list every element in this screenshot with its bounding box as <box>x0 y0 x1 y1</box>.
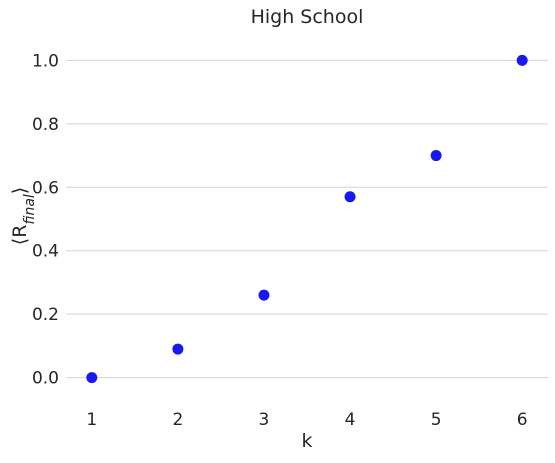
y-tick-label: 1.0 <box>32 51 59 71</box>
x-tick-label: 5 <box>431 410 442 430</box>
y-tick-label: 0.4 <box>32 242 59 262</box>
y-axis-label-subscript: final <box>22 194 38 224</box>
x-tick-label: 1 <box>86 410 97 430</box>
grid <box>66 59 548 379</box>
y-axis-label-close: ⟩ <box>9 187 31 194</box>
data-point <box>258 289 270 301</box>
y-tick-label: 0.2 <box>32 305 59 325</box>
chart-title: High School <box>251 6 364 28</box>
x-tick-labels: 1 2 3 4 5 6 <box>86 410 527 430</box>
x-tick-label: 4 <box>345 410 356 430</box>
x-tick-label: 6 <box>517 410 528 430</box>
x-axis-label: k <box>301 430 312 452</box>
y-tick-labels: 0.0 0.2 0.4 0.6 0.8 1.0 <box>32 51 59 388</box>
y-tick-label: 0.6 <box>32 178 59 198</box>
data-point <box>516 54 528 66</box>
data-point <box>86 372 98 384</box>
y-axis-label-main: ⟨R <box>9 225 31 246</box>
x-tick-label: 2 <box>172 410 183 430</box>
y-tick-label: 0.8 <box>32 115 59 135</box>
x-tick-label: 3 <box>259 410 270 430</box>
data-point <box>430 150 442 162</box>
data-point <box>172 343 184 355</box>
y-axis-label: ⟨Rfinal⟩ <box>9 187 38 245</box>
data-points <box>86 54 528 384</box>
y-tick-label: 0.0 <box>32 369 59 389</box>
data-point <box>344 191 356 203</box>
